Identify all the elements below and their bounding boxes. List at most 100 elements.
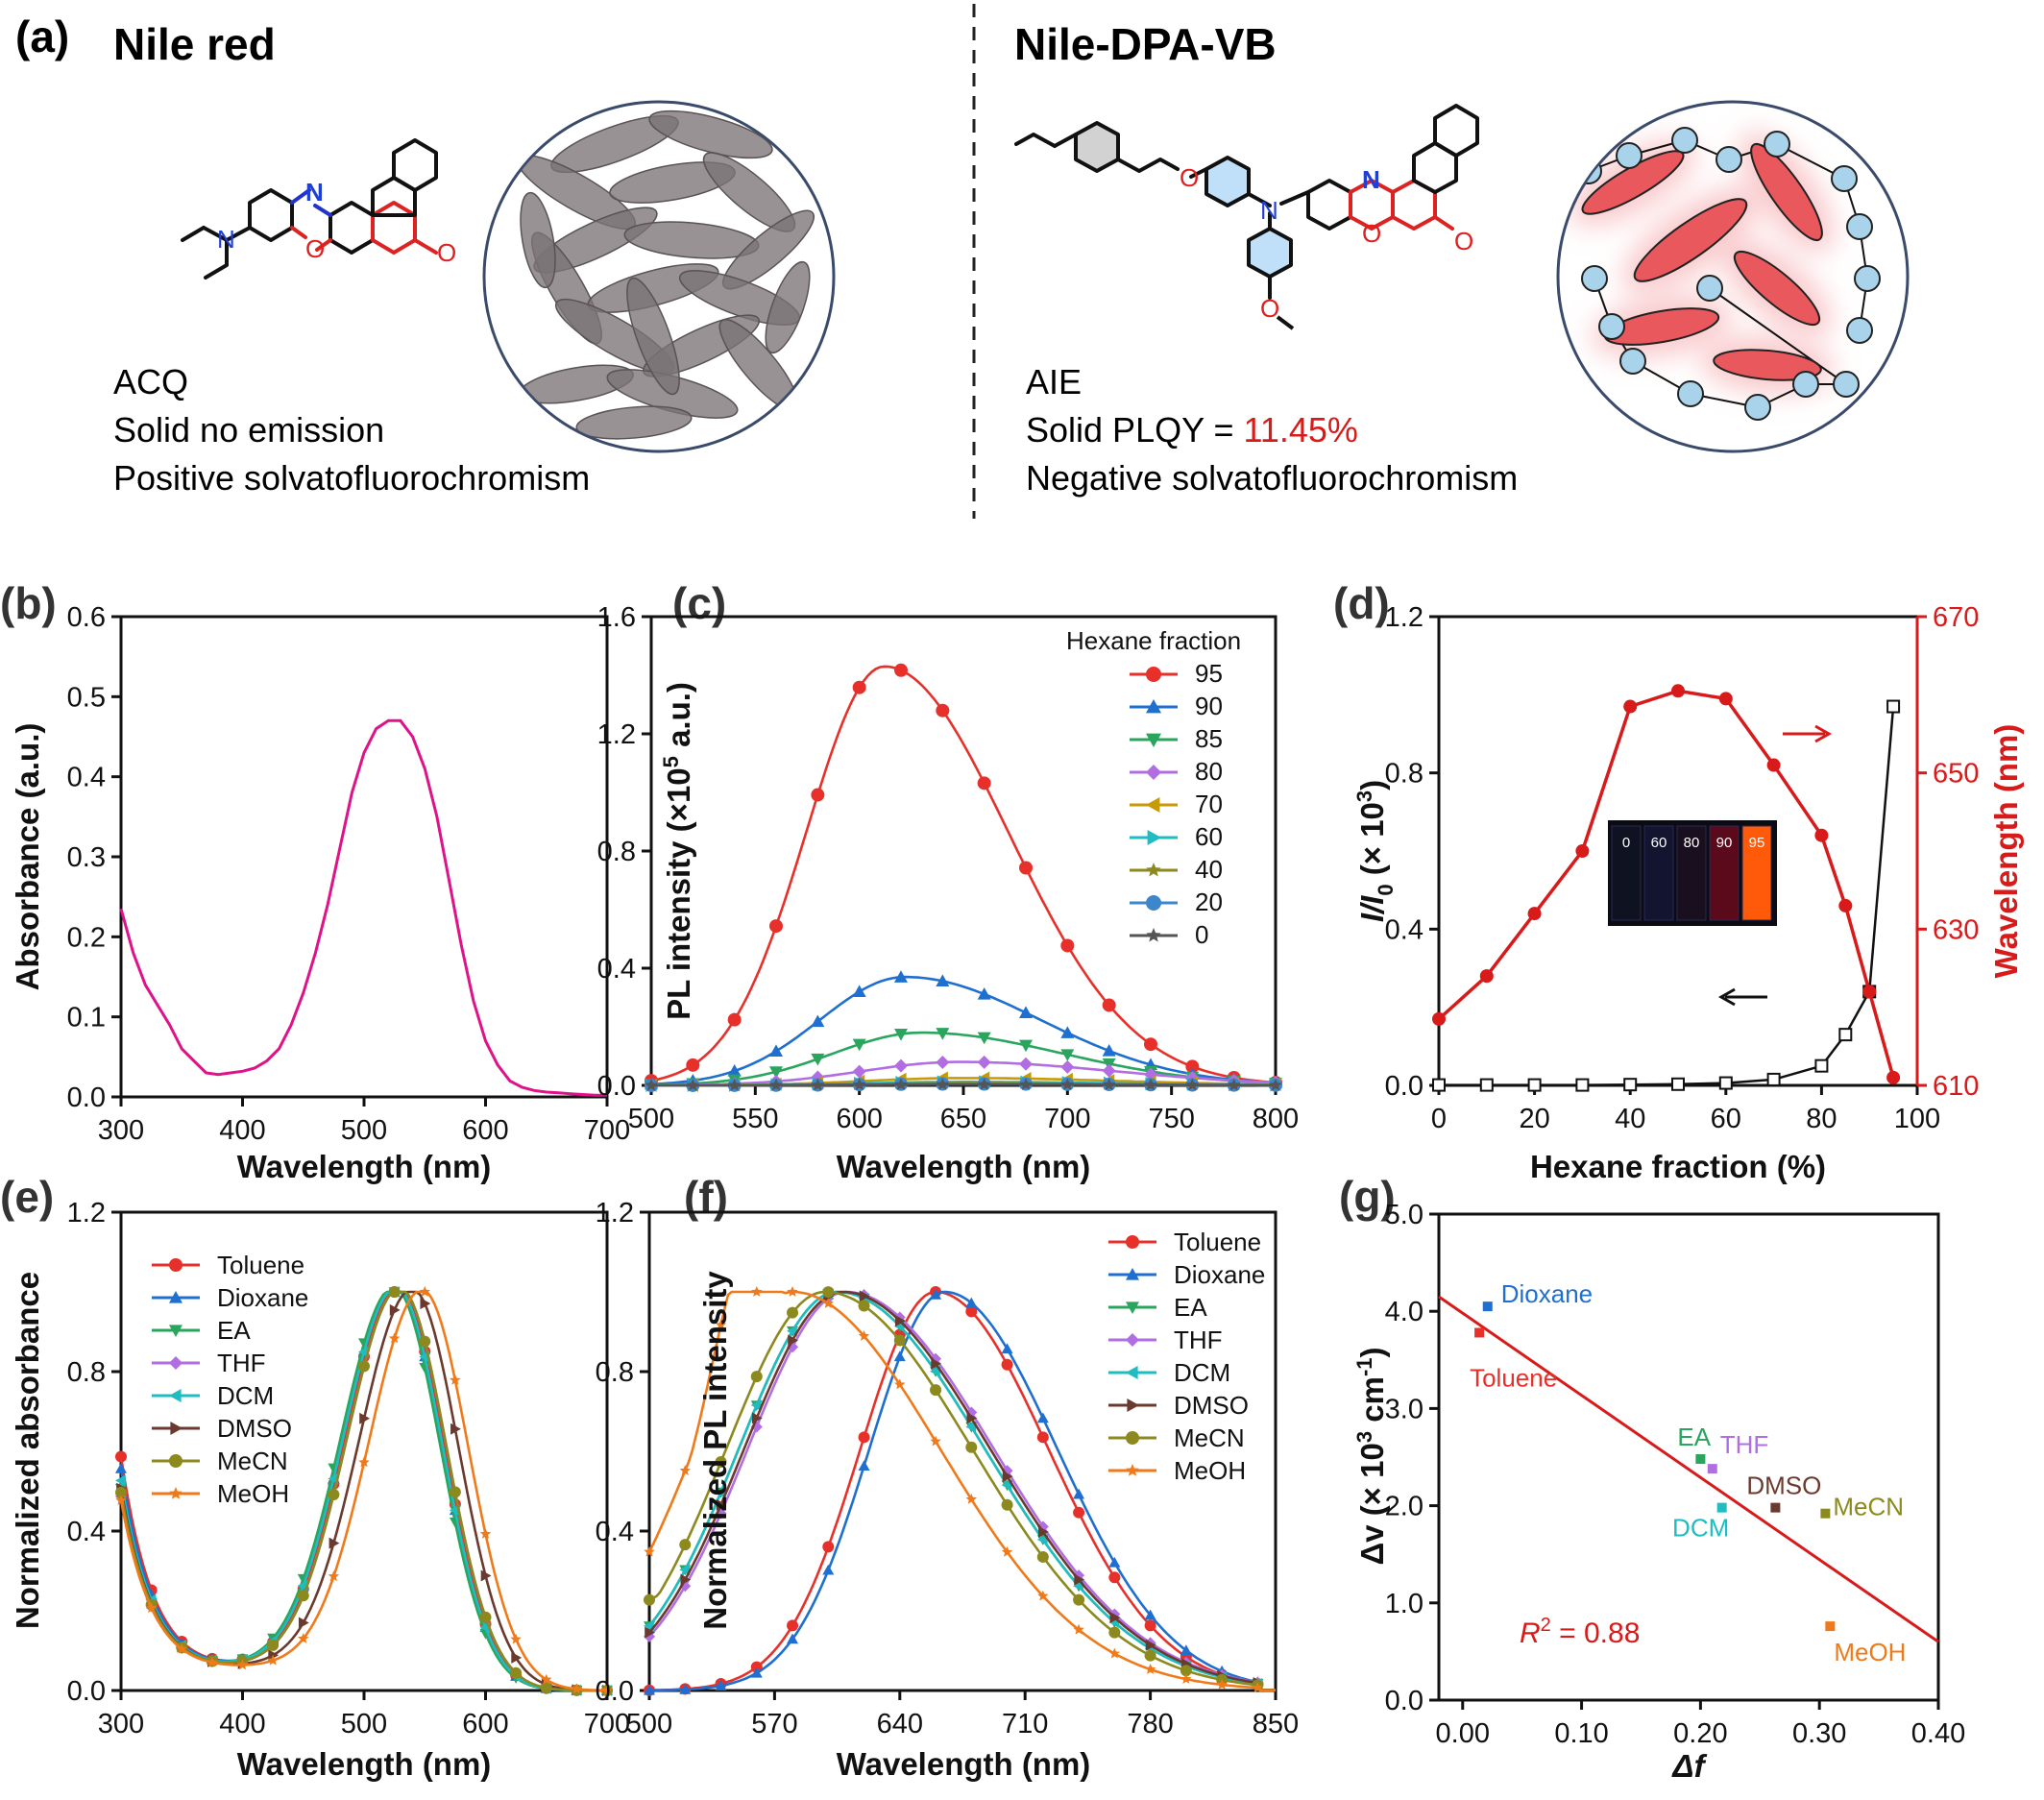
pl-marker-95	[727, 1012, 742, 1027]
legend-marker-DCM	[169, 1389, 182, 1402]
abs-marker-MeOH	[510, 1633, 522, 1644]
pl-norm-marker-MeOH	[1001, 1545, 1013, 1557]
legend-label-MeOH: MeOH	[217, 1479, 289, 1508]
panel-g-xtick-label: 0.10	[1554, 1718, 1608, 1749]
pl-curve-85	[650, 1031, 1277, 1086]
panel-e-ytick-label: 0.0	[67, 1676, 106, 1707]
pl-norm-marker-DMSO	[895, 1315, 906, 1327]
panel-f-ytick-label: 1.2	[596, 1198, 634, 1228]
atom-n-ring: N	[305, 178, 324, 207]
wavelength-curve	[1437, 689, 1895, 1079]
acq-molecule	[626, 277, 680, 396]
nile-red-line-2: Solid no emission	[113, 410, 384, 450]
pl-marker-0	[978, 1078, 991, 1090]
legend-marker-80	[1146, 765, 1161, 780]
pl-marker-0	[1185, 1078, 1199, 1091]
panel-c-ytick-label: 1.2	[597, 719, 636, 750]
pl-norm-marker-DMSO	[716, 1498, 727, 1511]
dpa-line-1: AIE	[1026, 362, 1082, 401]
panel-g-label: (g)	[1339, 1172, 1396, 1222]
ylabel-part: 3	[1352, 1431, 1376, 1443]
legend-label-90: 90	[1195, 692, 1223, 720]
panel-e-xtick-label: 600	[462, 1709, 508, 1739]
panel-c-xtick-label: 500	[628, 1104, 674, 1134]
wavelength-point	[1623, 699, 1638, 714]
aie-bead	[1619, 348, 1646, 375]
pl-norm-curve-MeCN	[648, 1290, 1276, 1691]
panel-e: (e) 300 400 500 600 700 0.0 0.4 0.8 1.2 Toluene Dio…	[0, 1172, 630, 1782]
ratio-point	[1575, 1078, 1590, 1092]
abs-marker-MeOH	[571, 1683, 583, 1694]
pl-norm-marker-MeCN	[679, 1539, 692, 1551]
point-Dioxane	[1482, 1301, 1493, 1312]
aie-bead	[1696, 275, 1723, 302]
pl-norm-marker-Dioxane	[930, 1288, 942, 1300]
pl-norm-marker-MeCN	[644, 1593, 655, 1606]
panel-c-ytick-label: 0.0	[597, 1071, 636, 1102]
pl-marker-85	[1060, 1049, 1075, 1061]
aie-aggregate	[1570, 127, 1881, 421]
r2-part: R	[1520, 1618, 1541, 1649]
wavelength-point	[1527, 907, 1542, 921]
abs-marker-MeOH	[419, 1286, 430, 1297]
panel-f-xtick-label: 500	[626, 1709, 672, 1739]
legend-label-0: 0	[1195, 920, 1208, 949]
aie-bead	[1598, 313, 1625, 340]
panel-c-frame	[649, 615, 1278, 1087]
pl-marker-85	[852, 1038, 866, 1052]
abs-marker-MeCN	[479, 1611, 492, 1623]
pl-norm-marker-MeOH	[1037, 1590, 1049, 1601]
panel-c-ytick-label: 0.4	[597, 954, 636, 985]
atom-o-methoxy: O	[1260, 294, 1279, 323]
legend-marker-Toluene	[1126, 1235, 1139, 1249]
abs-marker-MeCN	[328, 1488, 340, 1500]
arrow-left-icon	[1717, 987, 1767, 1007]
pl-marker-0	[1019, 1078, 1033, 1090]
pl-marker-95	[936, 703, 950, 718]
ylabel-part: cm	[1354, 1376, 1390, 1431]
pl-norm-marker-MeOH	[1216, 1679, 1228, 1690]
aie-bead	[1716, 146, 1742, 173]
panel-b-ytick-label: 0.0	[67, 1082, 106, 1113]
pl-curve-0	[651, 1082, 1276, 1087]
pl-marker-0	[686, 1079, 699, 1091]
aie-bead	[1846, 213, 1873, 240]
panel-b-ytick-label: 0.1	[67, 1003, 106, 1034]
dpa-line-2: Solid PLQY = 11.45%	[1026, 410, 1358, 450]
pl-marker-95	[686, 1058, 700, 1072]
ylabel-part: a.u.)	[661, 682, 696, 756]
ratio-point	[1671, 1077, 1685, 1091]
pl-norm-marker-Dioxane	[644, 1684, 655, 1695]
panel-g-ytick-label: 3.0	[1385, 1394, 1424, 1424]
point-MeCN	[1820, 1508, 1831, 1519]
pl-marker-0	[1060, 1078, 1074, 1090]
pl-norm-marker-DMSO	[1002, 1471, 1013, 1483]
point-label-MeCN: MeCN	[1833, 1493, 1904, 1521]
aie-bead	[1831, 165, 1858, 192]
aie-bead	[1854, 265, 1881, 292]
pl-norm-marker-MeCN	[1144, 1649, 1156, 1662]
abs-marker-MeOH	[298, 1633, 309, 1643]
panel-e-xtick-label: 400	[219, 1709, 265, 1739]
legend-label-Dioxane: Dioxane	[217, 1283, 308, 1312]
panel-g: (g) 0.00 0.10 0.20 0.30 0.40 0.0 1.0 2.0 3.0 4.0 5.…	[1339, 1172, 1965, 1784]
legend-marker-40	[1146, 863, 1161, 877]
pl-norm-marker-MeOH	[1180, 1673, 1192, 1684]
atom-o-ring-dpa: O	[1362, 219, 1381, 248]
pl-norm-marker-Toluene	[1144, 1619, 1156, 1632]
aie-bead	[1575, 158, 1602, 184]
pl-marker-0	[853, 1078, 866, 1091]
abs-marker-DMSO	[328, 1537, 340, 1549]
acq-aggregate	[516, 109, 815, 440]
legend-marker-DMSO	[170, 1422, 182, 1435]
panel-c-xlabel: Wavelength (nm)	[837, 1149, 1091, 1184]
pl-norm-marker-DCM	[965, 1421, 977, 1433]
methyl-bond	[1276, 315, 1295, 330]
panel-e-ytick-label: 0.8	[67, 1357, 106, 1388]
pl-norm-marker-Dioxane	[965, 1297, 978, 1308]
legend-marker-MeCN	[1126, 1431, 1139, 1445]
pl-marker-90	[977, 986, 991, 1000]
pl-marker-0	[1228, 1078, 1241, 1091]
pl-norm-marker-Toluene	[822, 1541, 835, 1553]
inset-vial-95	[1741, 825, 1772, 921]
